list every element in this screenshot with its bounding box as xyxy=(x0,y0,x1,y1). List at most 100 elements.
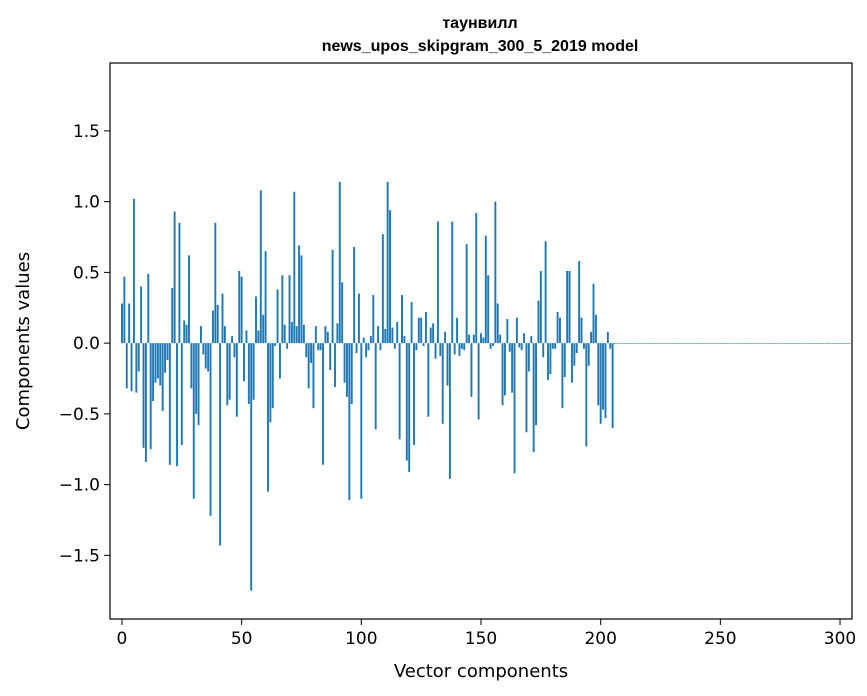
bar-191 xyxy=(578,261,581,344)
bar-108 xyxy=(379,343,382,351)
bar-212 xyxy=(628,343,631,344)
bar-147 xyxy=(472,334,475,344)
bar-68 xyxy=(283,324,286,344)
bar-232 xyxy=(676,343,679,344)
bar-207 xyxy=(616,343,619,344)
bar-280 xyxy=(791,343,794,344)
bar-36 xyxy=(207,343,210,372)
bar-260 xyxy=(743,343,746,344)
bar-128 xyxy=(427,343,430,417)
bar-249 xyxy=(717,343,719,344)
bar-88 xyxy=(331,249,334,344)
bar-240 xyxy=(695,343,698,344)
bar-113 xyxy=(391,327,394,344)
bar-237 xyxy=(688,343,691,344)
bar-217 xyxy=(640,343,643,344)
bar-51 xyxy=(243,343,245,382)
bar-169 xyxy=(525,343,528,433)
bar-177 xyxy=(544,241,547,344)
bar-297 xyxy=(831,343,834,344)
bar-295 xyxy=(827,343,830,344)
bar-304 xyxy=(848,343,851,344)
bar-174 xyxy=(537,300,540,344)
bar-287 xyxy=(807,343,810,344)
bar-101 xyxy=(362,337,365,344)
bar-96 xyxy=(350,343,353,404)
bar-257 xyxy=(736,343,739,344)
bar-110 xyxy=(384,328,387,344)
bar-229 xyxy=(669,343,672,344)
bar-149 xyxy=(477,343,480,420)
bar-13 xyxy=(152,343,155,402)
bar-242 xyxy=(700,343,703,344)
bar-145 xyxy=(468,334,470,344)
bar-243 xyxy=(702,343,705,344)
bar-185 xyxy=(563,343,566,378)
bar-175 xyxy=(539,270,542,344)
bar-281 xyxy=(793,343,796,344)
bar-95 xyxy=(348,343,351,501)
y-tick-label: −1.5 xyxy=(59,546,100,566)
bar-160 xyxy=(503,343,506,396)
bar-206 xyxy=(614,343,616,344)
bar-182 xyxy=(556,311,559,344)
bar-25 xyxy=(180,343,183,445)
bar-262 xyxy=(748,343,751,344)
bar-133 xyxy=(439,343,442,356)
bar-4 xyxy=(130,343,133,392)
bar-253 xyxy=(726,343,729,344)
bar-268 xyxy=(762,343,765,344)
bar-94 xyxy=(346,343,348,397)
bar-176 xyxy=(542,343,545,358)
bar-112 xyxy=(389,210,392,344)
bar-64 xyxy=(274,343,277,346)
bar-46 xyxy=(231,336,234,344)
bar-267 xyxy=(760,343,763,344)
bar-248 xyxy=(714,343,717,344)
bar-291 xyxy=(817,343,820,344)
bar-134 xyxy=(441,343,444,424)
bar-47 xyxy=(233,343,236,358)
bar-284 xyxy=(800,343,803,344)
bar-163 xyxy=(511,343,514,393)
bar-197 xyxy=(592,283,595,344)
bar-17 xyxy=(161,343,164,412)
bar-132 xyxy=(436,221,439,344)
bar-228 xyxy=(666,343,669,344)
chart-title: таунвилл xyxy=(442,15,517,32)
bar-193 xyxy=(582,343,585,349)
bar-116 xyxy=(398,343,401,440)
bar-259 xyxy=(740,343,743,344)
bar-214 xyxy=(633,343,636,344)
bar-196 xyxy=(590,331,593,344)
bar-270 xyxy=(767,343,770,344)
bar-272 xyxy=(772,343,774,344)
bar-71 xyxy=(290,321,293,344)
x-tick-label: 300 xyxy=(824,629,856,649)
bar-225 xyxy=(659,343,662,344)
bar-117 xyxy=(401,295,403,344)
bar-72 xyxy=(293,191,296,344)
bar-184 xyxy=(561,343,564,409)
bar-61 xyxy=(267,343,269,492)
bar-33 xyxy=(199,326,202,344)
bar-59 xyxy=(262,314,265,344)
bar-140 xyxy=(456,317,459,344)
bar-239 xyxy=(693,343,695,344)
bar-137 xyxy=(448,343,451,479)
bar-271 xyxy=(769,343,772,344)
bar-154 xyxy=(489,343,492,349)
bar-158 xyxy=(499,334,502,344)
bar-7 xyxy=(137,343,140,372)
bar-70 xyxy=(288,275,291,344)
bar-50 xyxy=(240,276,243,344)
bar-100 xyxy=(360,343,363,499)
bar-156 xyxy=(494,201,497,344)
bar-218 xyxy=(642,343,645,344)
bar-19 xyxy=(166,343,169,361)
bar-278 xyxy=(786,343,789,344)
bar-142 xyxy=(460,343,463,349)
y-tick-label: 1.5 xyxy=(73,122,100,142)
bar-165 xyxy=(515,317,518,344)
bar-296 xyxy=(829,343,832,344)
